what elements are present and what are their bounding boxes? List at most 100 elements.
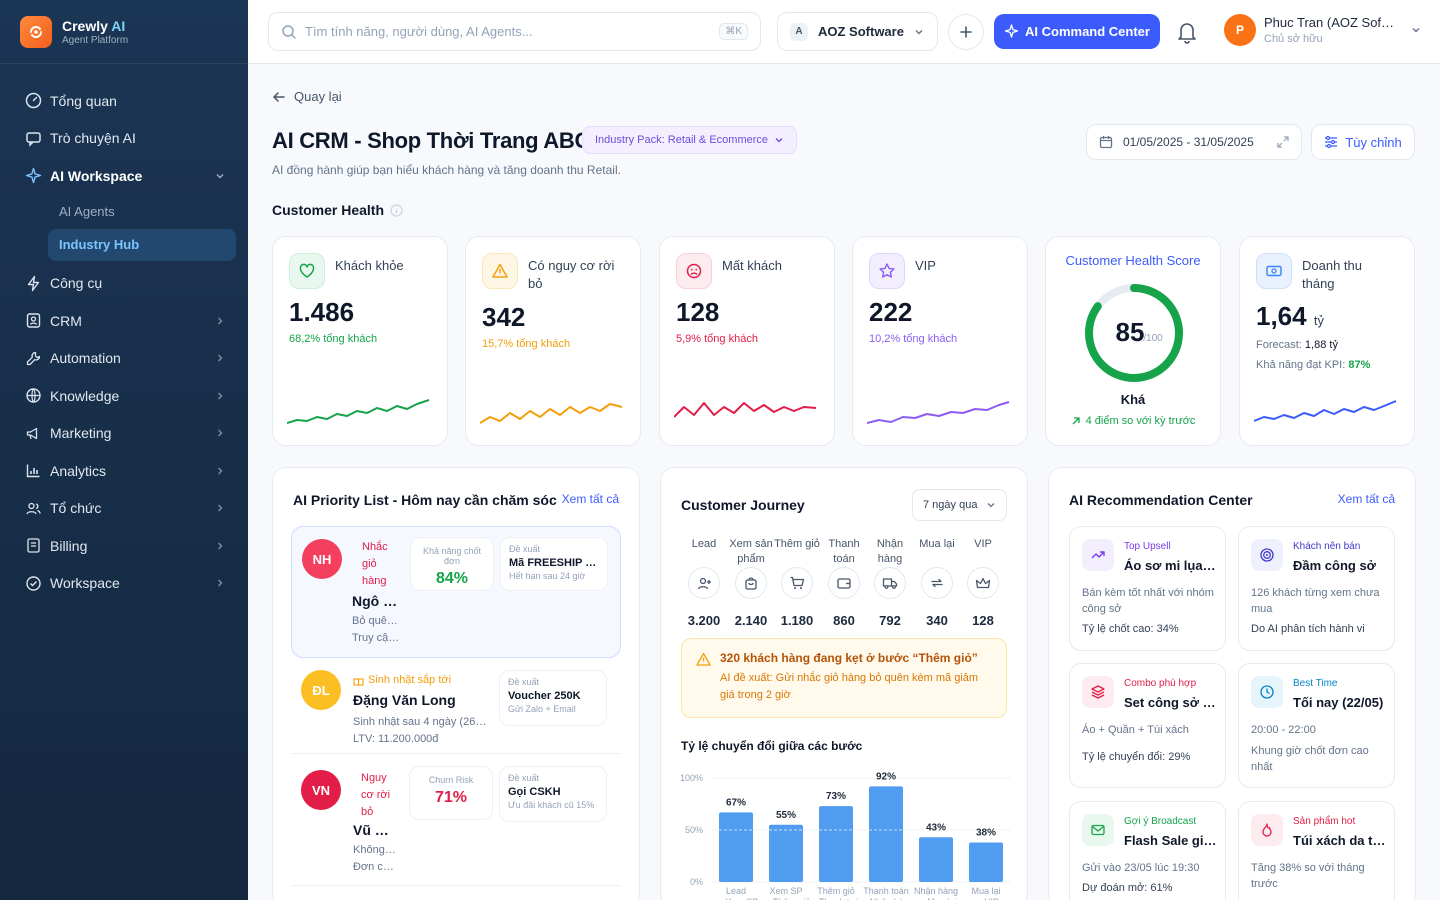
add-button[interactable]	[948, 14, 984, 50]
metric-value: 71%	[434, 789, 468, 806]
nav-item-tools[interactable]: Công cụ	[0, 265, 248, 303]
recommendation-card[interactable]: Top Upsell Áo sơ mi lụa Premium Bán kèm …	[1069, 526, 1226, 651]
priority-tag: Sinh nhật sắp tới	[368, 674, 452, 686]
nav-item-organization[interactable]: Tổ chức	[0, 490, 248, 528]
kpi-card-revenue[interactable]: Doanh thu tháng 1,64 tỷ Forecast: 1,88 t…	[1239, 236, 1415, 446]
industry-pack-label: Industry Pack: Retail & Ecommerce	[595, 134, 769, 146]
ai-command-center-button[interactable]: AI Command Center	[994, 14, 1160, 49]
avatar: VN	[301, 770, 341, 810]
customer-note: Bỏ quên giỏ hàng	[352, 615, 400, 627]
sub-item-ai-agents[interactable]: AI Agents	[59, 204, 115, 219]
suggestion-box[interactable]: Đề xuất Mã FREESHIP 50K Hết hạn sau 24 g…	[500, 537, 608, 591]
kpi-card-lost[interactable]: Mất khách 128 5,9% tổng khách	[659, 236, 835, 446]
back-link[interactable]: Quay lại	[272, 89, 342, 104]
nav-item-knowledge[interactable]: Knowledge	[0, 377, 248, 415]
journey-step-label: VIP	[974, 538, 992, 550]
recommendation-card[interactable]: Best Time Tối nay (22/05) 20:00 - 22:00 …	[1238, 663, 1395, 788]
suggestion-title: Gọi CSKH	[508, 786, 561, 798]
bolt-icon	[24, 274, 42, 292]
date-range-picker[interactable]: 01/05/2025 - 31/05/2025	[1086, 124, 1302, 160]
recommendation-card[interactable]: Sản phẩm hot Túi xách da thật Tăng 38% s…	[1238, 801, 1395, 900]
journey-step-2[interactable]: Thêm giỏ 1.180	[774, 537, 820, 628]
rec-tag: Gợi ý Broadcast	[1124, 816, 1197, 827]
panel-title: AI Recommendation Center	[1069, 492, 1253, 508]
crown-icon	[967, 567, 999, 599]
arrow-up-right-icon	[1071, 416, 1081, 426]
recommendation-card[interactable]: Combo phù hợp Set công sở nữ Áo + Quần +…	[1069, 663, 1226, 788]
nav-item-ai-chat[interactable]: Trò chuyện AI	[0, 120, 248, 158]
health-score-title: Customer Health Score	[1065, 253, 1201, 268]
journey-step-0[interactable]: Lead 3.200	[681, 537, 727, 628]
nav-item-crm[interactable]: CRM	[0, 302, 248, 340]
bell-icon[interactable]	[1176, 20, 1200, 44]
range-dropdown[interactable]: 7 ngày qua	[912, 489, 1007, 521]
kpi-subtext: 5,9% tổng khách	[676, 333, 758, 345]
kpi-card-healthy[interactable]: Khách khỏe 1.486 68,2% tổng khách	[272, 236, 448, 446]
nav-item-analytics[interactable]: Analytics	[0, 452, 248, 490]
journey-step-6[interactable]: VIP 128	[960, 537, 1006, 628]
kpi-card-vip[interactable]: VIP 222 10,2% tổng khách	[852, 236, 1028, 446]
workspace-initial: A	[790, 22, 808, 41]
journey-step-4[interactable]: Nhận hàng 792	[867, 537, 913, 628]
journey-step-label: Thanh toán	[828, 538, 860, 565]
sparkle-icon	[24, 167, 42, 185]
revenue-amount: 1,64	[1256, 301, 1307, 331]
view-all-link[interactable]: Xem tất cả	[561, 492, 619, 506]
nav-item-overview[interactable]: Tổng quan	[0, 82, 248, 120]
cart-icon	[781, 567, 813, 599]
recommendation-card[interactable]: Khách nên bán Đầm công sở 126 khách từng…	[1238, 526, 1395, 651]
expand-icon	[1277, 136, 1289, 148]
global-search[interactable]: ⌘K	[268, 12, 761, 51]
list-item[interactable]: NH Nhắc giỏ hàng Ngô Hoàng Bỏ quên giỏ h…	[291, 526, 621, 658]
user-menu[interactable]: P Phuc Tran (AOZ Software) Chủ sở hữu	[1224, 14, 1434, 46]
health-score-delta: 4 điểm so với kỳ trước	[1046, 415, 1220, 427]
nav-item-marketing[interactable]: Marketing	[0, 415, 248, 453]
rec-title: Đầm công sở	[1293, 558, 1376, 573]
metric-label: Khả năng chốt đơn	[422, 546, 482, 566]
customize-button[interactable]: Tùy chỉnh	[1311, 124, 1415, 160]
journey-step-5[interactable]: Mua lại 340	[914, 537, 960, 628]
info-icon[interactable]	[390, 203, 403, 217]
list-item[interactable]: ĐL Sinh nhật sắp tới Đặng Văn Long Sinh …	[291, 664, 621, 754]
search-input[interactable]	[305, 24, 720, 39]
data-label: 67%	[726, 797, 746, 808]
ai-priority-list-panel: AI Priority List - Hôm nay cần chăm sóc …	[272, 467, 640, 900]
nav-item-automation[interactable]: Automation	[0, 340, 248, 378]
rec-foot: Do AI phân tích hành vi	[1251, 623, 1365, 635]
nav-item-ai-workspace[interactable]: AI Workspace	[0, 157, 248, 195]
journey-step-1[interactable]: Xem sản phẩm 2.140	[728, 537, 774, 628]
rec-foot: Tỷ lệ chốt cao: 34%	[1082, 623, 1179, 635]
suggestion-title: Voucher 250K	[508, 690, 581, 702]
sparkline-revenue	[1254, 400, 1397, 422]
view-all-link[interactable]: Xem tất cả	[1337, 492, 1395, 506]
nav-item-billing[interactable]: Billing	[0, 527, 248, 565]
journey-step-value: 860	[833, 613, 855, 628]
section-title-customer-health: Customer Health	[272, 202, 403, 218]
nav-item-workspace[interactable]: Workspace	[0, 565, 248, 603]
kpi-card-at-risk[interactable]: Có nguy cơ rời bỏ 342 15,7% tổng khách	[465, 236, 641, 446]
sub-item-industry-hub[interactable]: Industry Hub	[48, 228, 236, 261]
users-icon	[24, 499, 42, 517]
megaphone-icon	[24, 424, 42, 442]
suggestion-box[interactable]: Đề xuất Voucher 250K Gửi Zalo + Email	[499, 670, 607, 726]
customer-health-score-card[interactable]: Customer Health Score 85 /100 Khá 4 điểm…	[1045, 236, 1221, 446]
recommendation-card[interactable]: Gợi ý Broadcast Flash Sale giữa tháng Gử…	[1069, 801, 1226, 900]
workspace-selector[interactable]: A AOZ Software	[777, 12, 938, 51]
rec-desc: Áo + Quần + Túi xách	[1082, 724, 1189, 736]
nav-label: Billing	[50, 537, 88, 554]
journey-step-3[interactable]: Thanh toán 860	[821, 537, 867, 628]
flame-icon	[1251, 814, 1283, 846]
warning-icon	[482, 253, 518, 289]
industry-pack-dropdown[interactable]: Industry Pack: Retail & Ecommerce	[582, 126, 798, 154]
user-name: Phuc Tran (AOZ Software)	[1264, 15, 1396, 30]
nav-label: Workspace	[50, 575, 120, 592]
suggestion-box[interactable]: Đề xuất Gọi CSKH Ưu đãi khách cũ 15%	[499, 766, 607, 822]
page-title: AI CRM - Shop Thời Trang ABC	[272, 128, 591, 153]
revenue-value: 1,64 tỷ	[1256, 301, 1324, 332]
chevron-down-icon	[986, 500, 996, 510]
panel-title: Customer Journey	[681, 497, 805, 513]
kpi-label: Có nguy cơ rời bỏ	[528, 258, 615, 291]
list-item[interactable]: VN Nguy cơ rời bỏ Vũ Thị Ngọc Không mua …	[291, 764, 621, 886]
suggestion-sub: Ưu đãi khách cũ 15%	[508, 800, 595, 810]
brand[interactable]: Crewly AI Agent Platform	[0, 0, 248, 64]
